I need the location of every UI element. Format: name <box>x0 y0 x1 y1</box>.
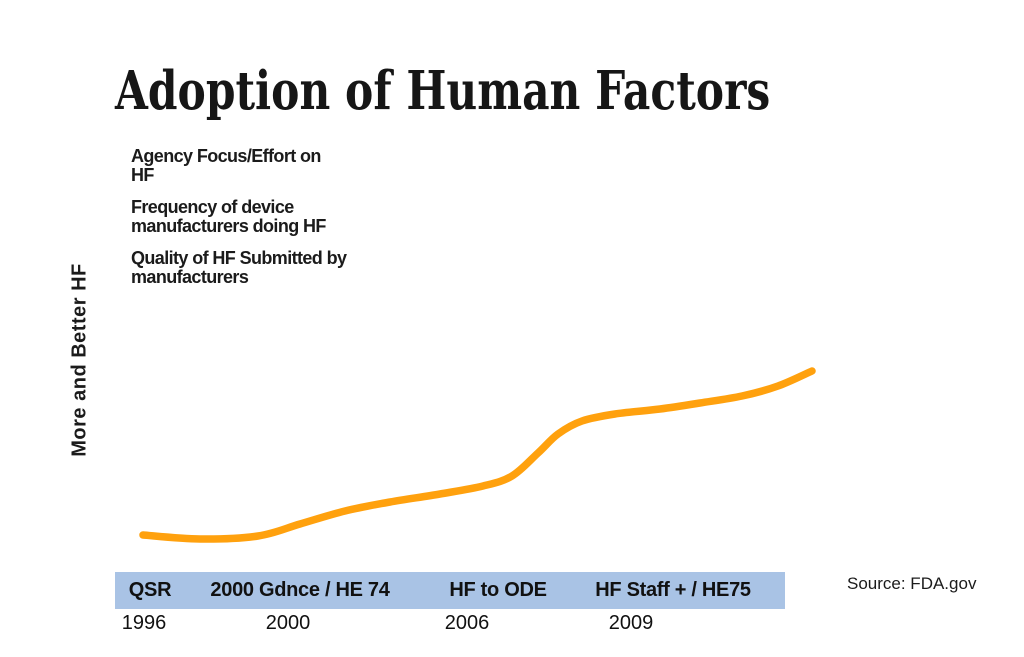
timeline-band: QSR 2000 Gdnce / HE 74 HF to ODE HF Staf… <box>115 572 785 609</box>
timeline-event-2000-gdnce-he74: 2000 Gdnce / HE 74 <box>210 579 390 601</box>
page-title: Adoption of Human Factors <box>115 59 771 122</box>
annotation-agency-focus: Agency Focus/Effort on HF <box>131 146 321 185</box>
timeline-event-hf-staff-he75: HF Staff + / HE75 <box>595 579 751 601</box>
adoption-trend-line <box>139 367 816 543</box>
year-1996: 1996 <box>121 612 167 634</box>
year-2000: 2000 <box>265 612 311 634</box>
y-axis-label: More and Better HF <box>68 263 91 457</box>
year-2006: 2006 <box>444 612 490 634</box>
year-2009: 2009 <box>608 612 654 634</box>
annotation-quality: Quality of HF Submitted by manufacturers <box>131 248 347 287</box>
annotation-frequency: Frequency of device manufacturers doing … <box>131 197 326 236</box>
timeline-event-hf-to-ode: HF to ODE <box>449 579 547 601</box>
timeline-event-qsr: QSR <box>128 579 172 601</box>
source-note: Source: FDA.gov <box>847 574 977 593</box>
annotations-block: Agency Focus/Effort on HF Frequency of d… <box>131 147 391 300</box>
